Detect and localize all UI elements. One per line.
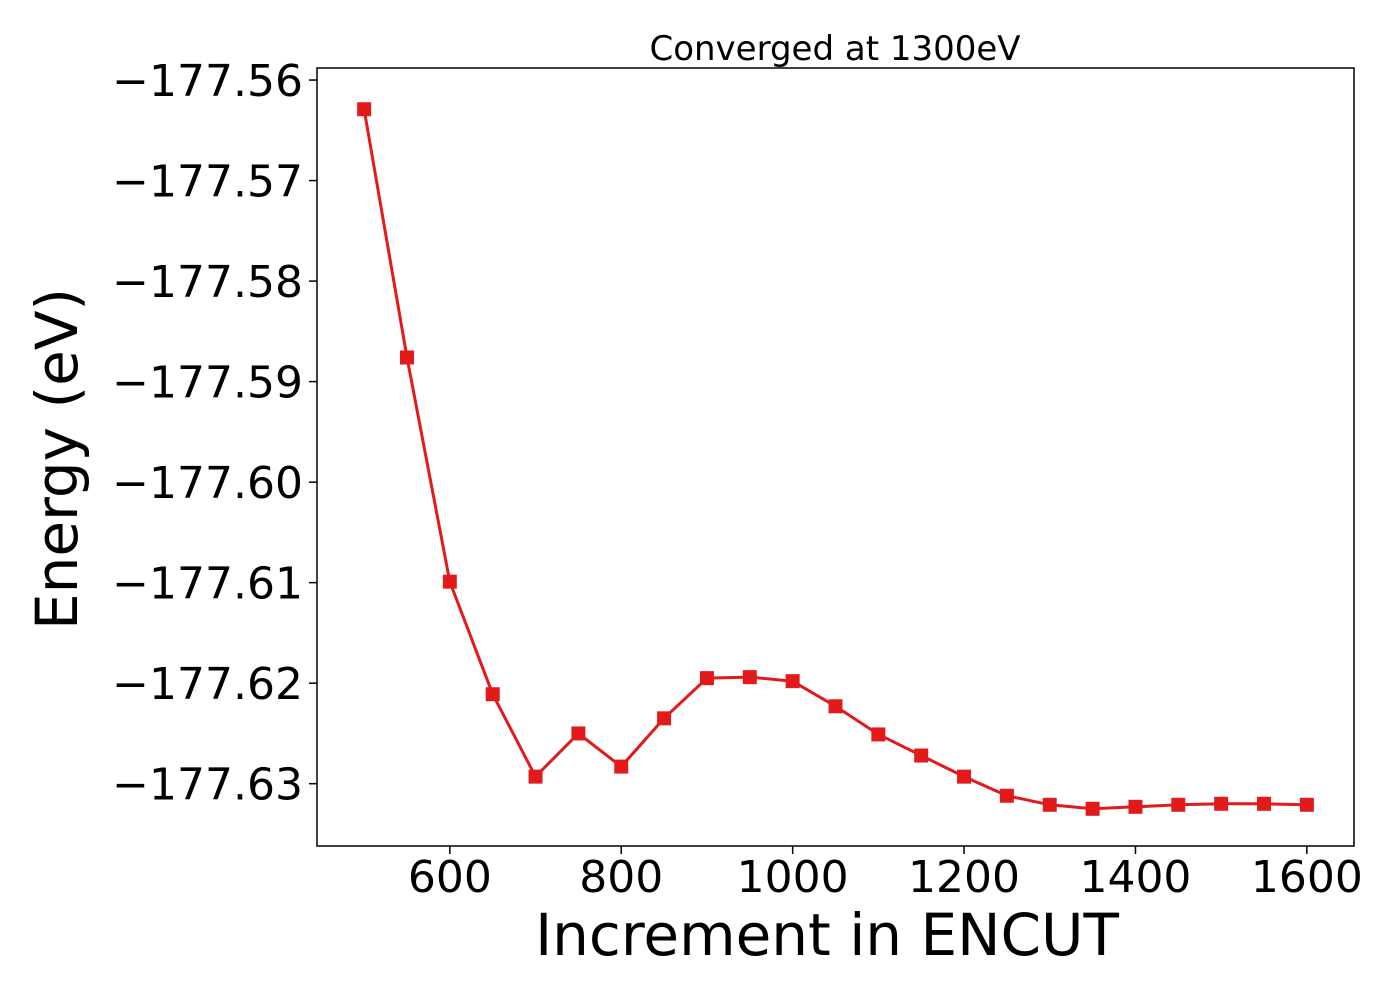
data-point-marker <box>657 711 672 726</box>
x-tick-label: 600 <box>408 852 492 903</box>
x-axis-title: Increment in ENCUT <box>535 901 1119 969</box>
y-tick-label: −177.57 <box>112 157 303 208</box>
x-tick-label: 800 <box>579 852 663 903</box>
data-point-marker <box>571 726 586 741</box>
data-point-marker <box>1257 796 1272 811</box>
x-tick-label: 1000 <box>737 852 849 903</box>
y-tick-label: −177.59 <box>112 358 303 409</box>
data-series <box>357 102 1314 816</box>
x-tick-label: 1600 <box>1251 852 1363 903</box>
data-point-marker <box>614 759 629 774</box>
plot-area-frame <box>316 67 1355 847</box>
y-tick-label: −177.61 <box>112 559 303 610</box>
data-point-marker <box>528 769 543 784</box>
y-axis-title: Energy (eV) <box>23 288 91 630</box>
data-point-marker <box>1171 797 1186 812</box>
data-point-marker <box>914 748 929 763</box>
data-point-marker <box>1128 799 1143 814</box>
data-point-marker <box>999 788 1014 803</box>
data-point-marker <box>871 727 886 742</box>
data-point-marker <box>699 671 714 686</box>
axis-ticks: 600 800 1000 1200 1400 1600 −177.56 −177.57 −177… <box>112 56 1363 903</box>
data-point-marker <box>957 769 972 784</box>
y-tick-label: −177.60 <box>112 458 303 509</box>
data-point-marker <box>1214 796 1229 811</box>
y-tick-label: −177.56 <box>112 56 303 107</box>
data-point-marker <box>442 574 457 589</box>
data-point-marker <box>785 674 800 689</box>
y-tick-label: −177.62 <box>112 659 303 710</box>
data-point-marker <box>485 687 500 702</box>
data-point-marker <box>1042 797 1057 812</box>
y-tick-label: −177.63 <box>112 760 303 811</box>
data-point-marker <box>742 670 757 685</box>
x-tick-label: 1200 <box>908 852 1020 903</box>
data-point-marker <box>1299 797 1314 812</box>
data-point-marker <box>357 102 372 117</box>
chart-title: Converged at 1300eV <box>649 29 1020 69</box>
y-tick-label: −177.58 <box>112 257 303 308</box>
data-point-marker <box>399 350 414 365</box>
data-point-marker <box>1085 801 1100 816</box>
data-point-marker <box>828 699 843 714</box>
x-tick-label: 1400 <box>1079 852 1191 903</box>
